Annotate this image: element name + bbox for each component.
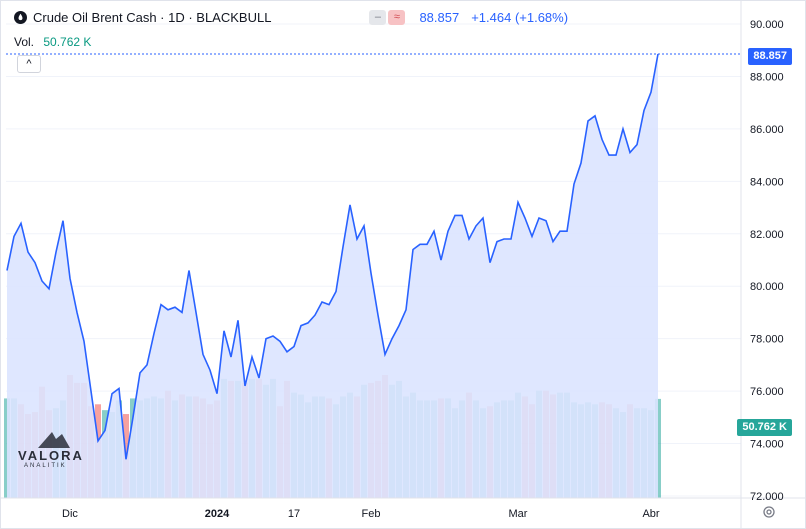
settings-gear-icon[interactable] bbox=[762, 505, 776, 519]
volume-legend: Vol. 50.762 K bbox=[14, 35, 91, 49]
last-price-value: 88.857 bbox=[419, 10, 460, 25]
logo-name: VALORA bbox=[18, 448, 84, 463]
x-tick-label: 17 bbox=[288, 508, 300, 520]
y-tick-label: 86.000 bbox=[750, 124, 784, 136]
y-tick-label: 82.000 bbox=[750, 229, 784, 241]
y-tick-label: 76.000 bbox=[750, 386, 784, 398]
collapse-legend-button[interactable]: ^ bbox=[17, 55, 41, 73]
price-area bbox=[7, 54, 658, 498]
x-tick-label: Mar bbox=[509, 508, 528, 520]
y-tick-label: 72.000 bbox=[750, 491, 784, 503]
y-tick-label: 90.000 bbox=[750, 19, 784, 31]
y-tick-label: 80.000 bbox=[750, 281, 784, 293]
logo-mark-icon bbox=[38, 432, 70, 448]
volume-label: Vol. bbox=[14, 35, 35, 49]
y-tick-label: 74.000 bbox=[750, 439, 784, 451]
price-line bbox=[6, 53, 659, 460]
symbol-title[interactable]: Crude Oil Brent Cash · 1D · BLACKBULL bbox=[33, 10, 272, 25]
remove-button[interactable]: – bbox=[369, 10, 387, 25]
x-tick-label: Dic bbox=[62, 508, 78, 520]
last-volume-tag: 50.762 K bbox=[737, 419, 792, 436]
compare-button[interactable]: ≈ bbox=[388, 10, 406, 25]
x-tick-label: Feb bbox=[362, 508, 381, 520]
x-axis: Dic 2024 17 Feb Mar Abr bbox=[62, 508, 660, 520]
last-price-tag: 88.857 bbox=[748, 48, 792, 65]
logo-subtitle: ANALITIK bbox=[24, 463, 67, 469]
x-tick-label: 2024 bbox=[205, 508, 230, 520]
oil-drop-icon bbox=[14, 11, 27, 24]
chart-legend: Crude Oil Brent Cash · 1D · BLACKBULL – … bbox=[14, 10, 568, 25]
x-tick-label: Abr bbox=[642, 508, 659, 520]
y-tick-label: 88.000 bbox=[750, 71, 784, 83]
price-change-value: +1.464 (+1.68%) bbox=[471, 10, 569, 25]
volume-value: 50.762 K bbox=[43, 35, 92, 49]
y-tick-label: 84.000 bbox=[750, 176, 784, 188]
y-tick-label: 78.000 bbox=[750, 334, 784, 346]
